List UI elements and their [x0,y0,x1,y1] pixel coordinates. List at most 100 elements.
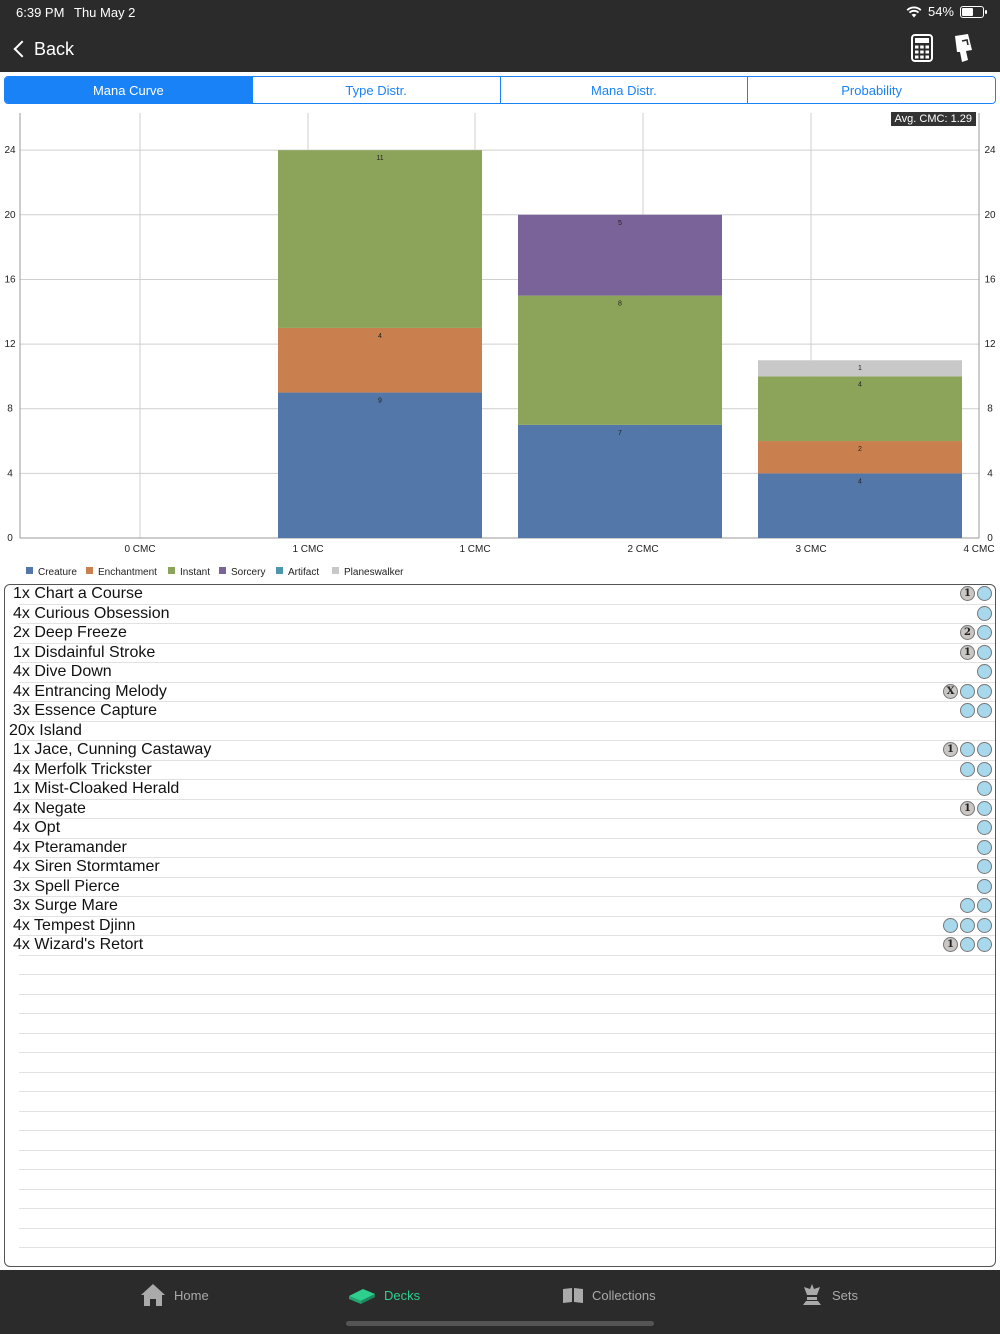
list-item[interactable]: 4x Merfolk Trickster [13,761,995,780]
bar-segment [518,424,722,538]
mana-cost [977,859,992,874]
data-label: 5 [618,220,622,227]
mana-cost [960,761,992,777]
blue-mana-icon [960,898,975,913]
x-tick-label: 2 CMC [627,544,658,555]
mana-cost: 1 [960,586,992,601]
blue-mana-icon [977,937,992,952]
top-bar: 6:39 PM Thu May 2 54% Back [0,0,1000,72]
mana-cost [943,917,992,933]
list-item[interactable]: 1x Chart a Course 1 [13,585,995,605]
card-list[interactable]: 1x Chart a Course 1 4x Curious Obsession 2x… [4,584,996,1267]
mana-cost: 1 [960,644,992,660]
list-item[interactable]: 4x Tempest Djinn [13,917,995,936]
blue-mana-icon [977,839,992,855]
tabbar-decks[interactable]: Decks [348,1282,420,1308]
deck-icon [349,1289,375,1304]
tab-probability[interactable]: Probability [748,77,995,103]
legend-swatch [168,567,175,574]
card-name: 1x Disdainful Stroke [13,643,156,661]
blue-mana-icon [977,781,992,796]
blue-mana-icon [960,917,975,933]
tabbar-decks-label: Decks [384,1287,421,1303]
home-icon [141,1284,165,1306]
mana-cost [977,878,992,894]
list-item[interactable]: 3x Surge Mare [13,897,995,917]
card-icon[interactable] [948,32,980,64]
list-item[interactable]: 4x Siren Stormtamer [13,858,995,878]
legend-swatch [86,567,93,574]
blue-mana-icon [977,644,992,660]
list-item[interactable]: 1x Jace, Cunning Castaway 1 [13,741,995,761]
empty-list-row [19,1092,995,1112]
tab-type-distr[interactable]: Type Distr. [252,77,501,103]
y-tick-label-right: 24 [984,145,996,156]
data-label: 4 [858,478,862,485]
list-item[interactable]: 4x Negate 1 [13,800,995,819]
card-name: 4x Negate [13,799,86,817]
data-label: 4 [378,333,382,340]
card-name: 4x Siren Stormtamer [13,858,160,876]
tabbar-collections-label: Collections [592,1287,656,1303]
list-item[interactable]: 4x Pteramander [13,839,995,858]
empty-list-row [19,1209,995,1229]
card-name: 1x Chart a Course [13,585,143,603]
generic-mana-icon: 2 [960,625,975,640]
back-label: Back [34,38,75,59]
home-indicator [346,1321,654,1326]
list-item[interactable]: 4x Opt [13,819,995,839]
card-name: 3x Surge Mare [13,897,118,915]
y-tick-label: 0 [7,533,13,544]
blue-mana-icon [960,742,975,757]
y-tick-label-right: 4 [987,468,993,479]
blue-mana-icon [977,625,992,640]
blue-mana-icon [977,742,992,757]
list-item[interactable]: 4x Wizard's Retort 1 [13,936,995,956]
empty-list-row [19,1112,995,1131]
y-tick-label-right: 0 [987,533,993,544]
back-button[interactable]: Back [10,34,74,64]
list-item[interactable]: 3x Essence Capture [13,702,995,722]
list-item[interactable]: 1x Mist-Cloaked Herald [13,780,995,800]
list-item[interactable]: 20x Island [9,722,995,741]
tab-mana-distr[interactable]: Mana Distr. [500,77,749,103]
tab-mana-curve[interactable]: Mana Curve [5,77,253,103]
legend-swatch [219,567,226,574]
tabbar-collections[interactable]: Collections [562,1282,656,1308]
data-label: 1 [858,365,862,372]
card-name: 1x Mist-Cloaked Herald [13,780,180,798]
mana-cost [960,703,992,718]
generic-mana-icon: 1 [960,644,975,660]
list-item[interactable]: 4x Entrancing Melody X [13,683,995,702]
list-item[interactable]: 2x Deep Freeze 2 [13,624,995,644]
list-item[interactable]: 3x Spell Pierce [13,878,995,897]
list-item[interactable]: 1x Disdainful Stroke 1 [13,644,995,663]
card-name: 3x Essence Capture [13,702,158,720]
blue-mana-icon [977,820,992,835]
blue-mana-icon [977,878,992,894]
legend-entry: Instant [180,567,210,578]
card-name: 20x Island [9,721,82,739]
bar-segment [278,327,482,393]
generic-mana-icon: 1 [960,586,975,601]
tabbar-home[interactable]: Home [140,1282,209,1308]
mana-cost: X [943,683,992,699]
crown-icon [803,1284,821,1305]
data-label: 2 [858,446,862,453]
y-tick-label: 12 [4,339,16,350]
mana-cost [977,781,992,796]
y-tick-label-right: 20 [984,210,996,221]
data-label: 7 [618,430,622,437]
generic-mana-icon: 1 [943,937,958,952]
list-item[interactable]: 4x Dive Down [13,663,995,683]
blue-mana-icon [977,917,992,933]
empty-list-row [19,1053,995,1073]
card-name: 4x Dive Down [13,663,112,681]
calculator-icon[interactable] [906,32,938,64]
bar-segment [758,441,962,474]
blue-mana-icon [960,683,975,699]
list-item[interactable]: 4x Curious Obsession [13,605,995,624]
card-name: 1x Jace, Cunning Castaway [13,741,212,759]
tabbar-sets[interactable]: Sets [800,1282,858,1308]
